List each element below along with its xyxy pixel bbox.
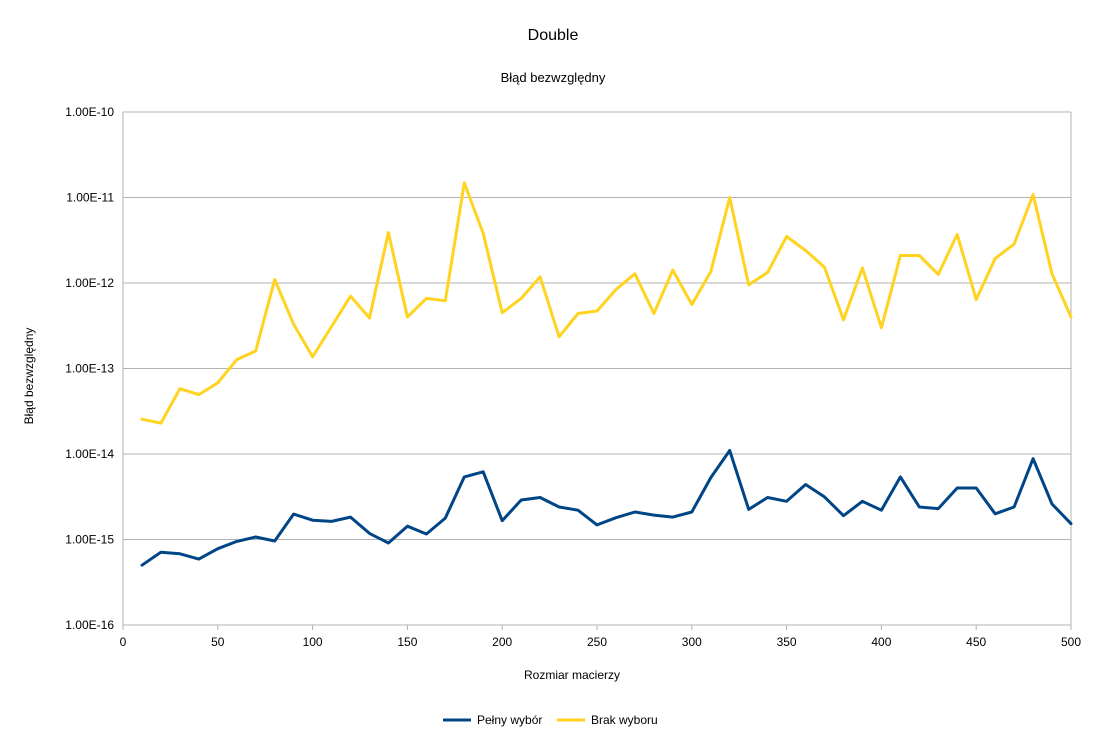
grid-lines (123, 111, 1071, 626)
x-tick-label: 500 (1061, 635, 1081, 649)
y-tick-label: 1.00E-15 (65, 533, 114, 547)
x-tick-label: 250 (587, 635, 607, 649)
y-tick-label: 1.00E-11 (66, 191, 114, 205)
chart-subtitle: Błąd bezwzględny (501, 70, 606, 85)
legend: Pełny wybór Brak wyboru (443, 713, 658, 727)
x-tick-label: 300 (682, 635, 702, 649)
y-tick-label: 1.00E-10 (65, 105, 114, 119)
y-tick-label: 1.00E-16 (65, 618, 114, 632)
x-tick-label: 200 (492, 635, 512, 649)
x-axis-label: Rozmiar macierzy (524, 668, 620, 682)
x-tick-label: 450 (966, 635, 986, 649)
y-tick-label: 1.00E-12 (65, 276, 114, 290)
axes (122, 112, 1072, 630)
series-line-1 (140, 181, 1073, 425)
x-tick-labels: 0 50 100 150 200 250 300 350 400 450 500 (120, 635, 1082, 649)
y-tick-labels: 1.00E-16 1.00E-15 1.00E-14 1.00E-13 1.00E-12… (65, 105, 114, 632)
x-tick-label: 100 (303, 635, 323, 649)
y-axis-label: Błąd bezwzględny (22, 328, 36, 425)
legend-label-series-0: Pełny wybór (477, 713, 542, 727)
x-tick-label: 50 (211, 635, 225, 649)
x-tick-label: 400 (871, 635, 891, 649)
legend-label-series-1: Brak wyboru (591, 713, 658, 727)
y-tick-label: 1.00E-14 (65, 447, 114, 461)
x-tick-label: 0 (120, 635, 127, 649)
y-tick-label: 1.00E-13 (65, 362, 114, 376)
series-line-0 (140, 449, 1073, 567)
x-tick-label: 350 (777, 635, 797, 649)
x-tick-label: 150 (397, 635, 417, 649)
series-lines (140, 181, 1073, 567)
chart-title: Double (528, 27, 579, 44)
